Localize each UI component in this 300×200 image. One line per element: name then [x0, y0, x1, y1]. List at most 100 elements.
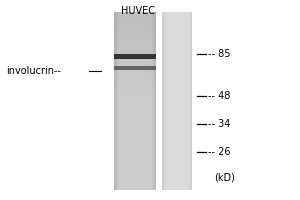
- Bar: [114, 54, 156, 59]
- Bar: [164, 12, 165, 190]
- Bar: [148, 12, 149, 190]
- Bar: [114, 79, 156, 81]
- Bar: [145, 12, 146, 190]
- Bar: [175, 12, 176, 190]
- Bar: [150, 12, 151, 190]
- Bar: [168, 12, 169, 190]
- Bar: [114, 137, 156, 139]
- Bar: [173, 12, 174, 190]
- Bar: [118, 12, 119, 190]
- Bar: [147, 12, 148, 190]
- Bar: [139, 12, 140, 190]
- Bar: [114, 99, 156, 101]
- Bar: [114, 74, 156, 77]
- Bar: [162, 12, 163, 190]
- Text: -- 48: -- 48: [208, 91, 231, 101]
- Bar: [188, 12, 189, 190]
- Bar: [187, 12, 188, 190]
- Bar: [143, 12, 144, 190]
- Bar: [153, 12, 154, 190]
- Bar: [120, 12, 121, 190]
- Bar: [134, 12, 135, 190]
- Bar: [172, 12, 173, 190]
- Bar: [114, 143, 156, 146]
- Bar: [181, 12, 182, 190]
- Bar: [114, 81, 156, 83]
- Bar: [180, 12, 181, 190]
- Bar: [114, 63, 156, 65]
- Bar: [125, 12, 126, 190]
- Bar: [122, 12, 123, 190]
- Bar: [136, 12, 137, 190]
- Bar: [154, 12, 155, 190]
- Bar: [133, 12, 134, 190]
- Bar: [114, 101, 156, 103]
- Bar: [114, 52, 156, 54]
- Bar: [114, 121, 156, 123]
- Bar: [114, 85, 156, 88]
- Bar: [114, 48, 156, 50]
- Bar: [114, 34, 156, 36]
- Bar: [114, 163, 156, 166]
- Bar: [130, 12, 131, 190]
- Bar: [114, 172, 156, 174]
- Bar: [114, 61, 156, 63]
- Bar: [178, 12, 179, 190]
- Bar: [124, 12, 125, 190]
- Bar: [114, 132, 156, 134]
- Bar: [114, 168, 156, 170]
- Bar: [123, 12, 124, 190]
- Bar: [114, 150, 156, 152]
- Bar: [115, 12, 116, 190]
- Bar: [114, 179, 156, 181]
- Bar: [129, 12, 130, 190]
- Bar: [114, 174, 156, 177]
- Bar: [152, 12, 153, 190]
- Bar: [114, 123, 156, 125]
- Bar: [151, 12, 152, 190]
- Bar: [114, 25, 156, 28]
- Bar: [165, 12, 166, 190]
- Bar: [117, 12, 118, 190]
- Bar: [171, 12, 172, 190]
- Bar: [169, 12, 170, 190]
- Bar: [114, 45, 156, 48]
- Bar: [114, 139, 156, 141]
- Bar: [167, 12, 168, 190]
- Bar: [119, 12, 120, 190]
- Bar: [114, 159, 156, 161]
- Bar: [144, 12, 145, 190]
- Bar: [189, 12, 190, 190]
- Bar: [177, 12, 178, 190]
- Bar: [186, 12, 187, 190]
- Bar: [166, 12, 167, 190]
- Bar: [114, 30, 156, 32]
- Bar: [183, 12, 184, 190]
- Bar: [114, 28, 156, 30]
- Bar: [114, 166, 156, 168]
- Bar: [114, 177, 156, 179]
- Bar: [190, 12, 191, 190]
- Bar: [114, 83, 156, 85]
- Bar: [114, 152, 156, 154]
- Bar: [114, 154, 156, 157]
- Bar: [114, 50, 156, 52]
- Bar: [114, 146, 156, 148]
- Bar: [114, 19, 156, 21]
- Bar: [132, 12, 133, 190]
- Bar: [114, 43, 156, 45]
- Bar: [114, 12, 156, 14]
- Bar: [114, 23, 156, 25]
- Text: -- 34: -- 34: [208, 119, 231, 129]
- Bar: [114, 36, 156, 39]
- Bar: [149, 12, 150, 190]
- Bar: [146, 12, 147, 190]
- Bar: [131, 12, 132, 190]
- Text: -- 26: -- 26: [208, 147, 231, 157]
- Bar: [114, 54, 156, 56]
- Bar: [140, 12, 141, 190]
- Bar: [126, 12, 127, 190]
- Bar: [114, 32, 156, 34]
- Bar: [155, 12, 156, 190]
- Bar: [114, 70, 156, 72]
